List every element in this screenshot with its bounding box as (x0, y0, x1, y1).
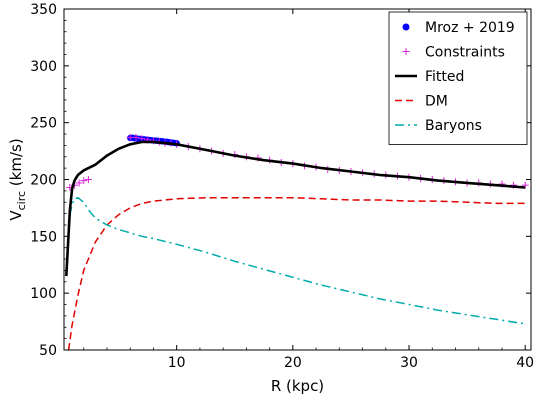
fitted-line (65, 140, 526, 277)
x-tick-label: 40 (516, 355, 534, 371)
constraints-marker (132, 133, 140, 141)
ticks-layer: 10 20 30 40 50 100 150 200 250 300 350 (30, 2, 534, 371)
x-tick-label: 20 (284, 355, 302, 371)
constraints-marker (75, 179, 83, 187)
y-tick-label: 250 (30, 116, 57, 132)
y-axis-label: Vcirc (km/s) (7, 138, 28, 220)
y-axis-label-unit: (km/s) (7, 138, 25, 191)
legend-handle-constraints (402, 48, 410, 55)
legend-box (388, 11, 528, 145)
legend-label-mroz-2019: Mroz + 2019 (425, 20, 515, 36)
y-axis-label-main: V (7, 210, 25, 221)
baryons-line (65, 196, 526, 325)
series-layer (65, 133, 529, 351)
y-tick-label: 100 (30, 286, 57, 302)
y-tick-label: 150 (30, 229, 57, 245)
x-tick-label: 30 (400, 355, 418, 371)
x-axis-label: R (kpc) (271, 377, 324, 395)
legend-label-baryons: Baryons (425, 118, 482, 134)
y-axis-label-sub: circ (15, 191, 28, 210)
legend-label-constraints: Constraints (425, 45, 505, 61)
constraints-marker (80, 177, 88, 185)
dm-line (67, 196, 526, 351)
legend-label-fitted: Fitted (425, 69, 464, 85)
legend-label-dm: DM (425, 94, 448, 110)
legend-handle-mroz-2019 (402, 23, 410, 31)
y-tick-label: 50 (39, 343, 57, 359)
constraints-marker (84, 176, 92, 183)
y-tick-label: 350 (30, 2, 57, 18)
y-tick-label: 300 (30, 59, 57, 75)
x-tick-label: 10 (168, 355, 186, 371)
y-tick-label: 200 (30, 173, 57, 189)
legend: Mroz + 2019 Constraints Fitted DM Baryons (388, 11, 528, 145)
